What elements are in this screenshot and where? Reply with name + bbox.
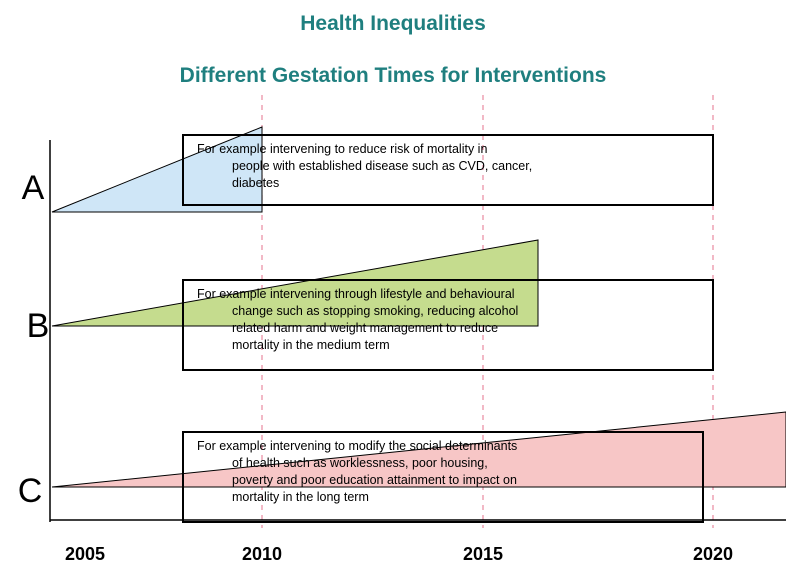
triangle-c (51, 411, 786, 488)
title: Health Inequalities (300, 12, 486, 35)
row-label: A (22, 169, 45, 207)
row-label: B (27, 307, 50, 345)
box-text: people with established disease such as … (232, 159, 532, 173)
box-text: related harm and weight management to re… (232, 321, 498, 335)
box-text: For example intervening to reduce risk o… (197, 142, 487, 156)
box-text: change such as stopping smoking, reducin… (232, 304, 518, 318)
box-text: of health such as worklessness, poor hou… (232, 456, 488, 470)
box-a (182, 134, 714, 206)
year-label: 2015 (463, 544, 503, 564)
row-label: C (18, 472, 43, 510)
year-label: 2010 (242, 544, 282, 564)
box-text: For example intervening to modify the so… (197, 439, 517, 453)
subtitle: Different Gestation Times for Interventi… (180, 64, 607, 87)
box-text: mortality in the long term (232, 490, 369, 504)
box-text: poverty and poor education attainment to… (232, 473, 517, 487)
year-label: 2020 (693, 544, 733, 564)
box-text: diabetes (232, 176, 279, 190)
triangle-b (51, 239, 539, 327)
box-text: mortality in the medium term (232, 338, 390, 352)
box-b (182, 279, 714, 371)
triangle-a (51, 126, 263, 213)
box-text: For example intervening through lifestyl… (197, 287, 515, 301)
year-label: 2005 (65, 544, 105, 564)
box-c (182, 431, 704, 523)
